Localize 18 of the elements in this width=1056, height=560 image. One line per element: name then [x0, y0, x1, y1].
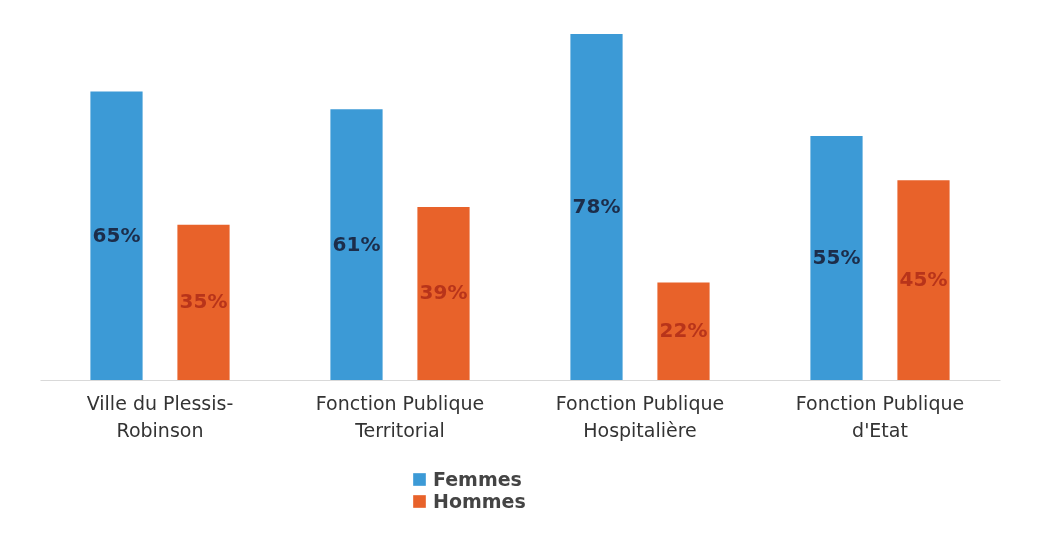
bar: [657, 282, 710, 380]
bar: [810, 135, 863, 380]
bar: [897, 180, 950, 380]
data-label: 78%: [572, 193, 621, 218]
x-tick-label: Fonction Publique d'Etat: [795, 391, 965, 441]
data-label: 61%: [332, 231, 381, 256]
legend-label: Hommes: [433, 489, 526, 512]
bar: [417, 206, 470, 380]
bar: [570, 33, 623, 380]
bar: [177, 224, 230, 380]
legend-label: Femmes: [433, 467, 522, 490]
bar: [90, 91, 143, 380]
data-label: 65%: [92, 222, 141, 247]
x-tick-label: Fonction Publique Hospitalière: [555, 391, 725, 441]
bar: [330, 109, 383, 380]
x-tick-label: Fonction Publique Territorial: [315, 391, 485, 441]
x-tick-label: Ville du Plessis-Robinson: [86, 391, 234, 441]
data-label: 55%: [812, 244, 861, 269]
